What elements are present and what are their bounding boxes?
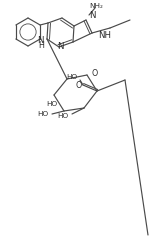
Text: O: O	[76, 81, 82, 89]
Text: N: N	[89, 11, 95, 20]
Text: NH: NH	[98, 31, 111, 39]
Text: N: N	[37, 36, 44, 44]
Text: NH₂: NH₂	[89, 3, 103, 9]
Text: O: O	[91, 69, 97, 77]
Text: HO: HO	[57, 113, 68, 119]
Text: HO: HO	[66, 74, 77, 80]
Text: N: N	[57, 42, 63, 50]
Text: HO: HO	[37, 111, 48, 117]
Text: H: H	[38, 40, 44, 49]
Text: HO: HO	[47, 101, 58, 107]
